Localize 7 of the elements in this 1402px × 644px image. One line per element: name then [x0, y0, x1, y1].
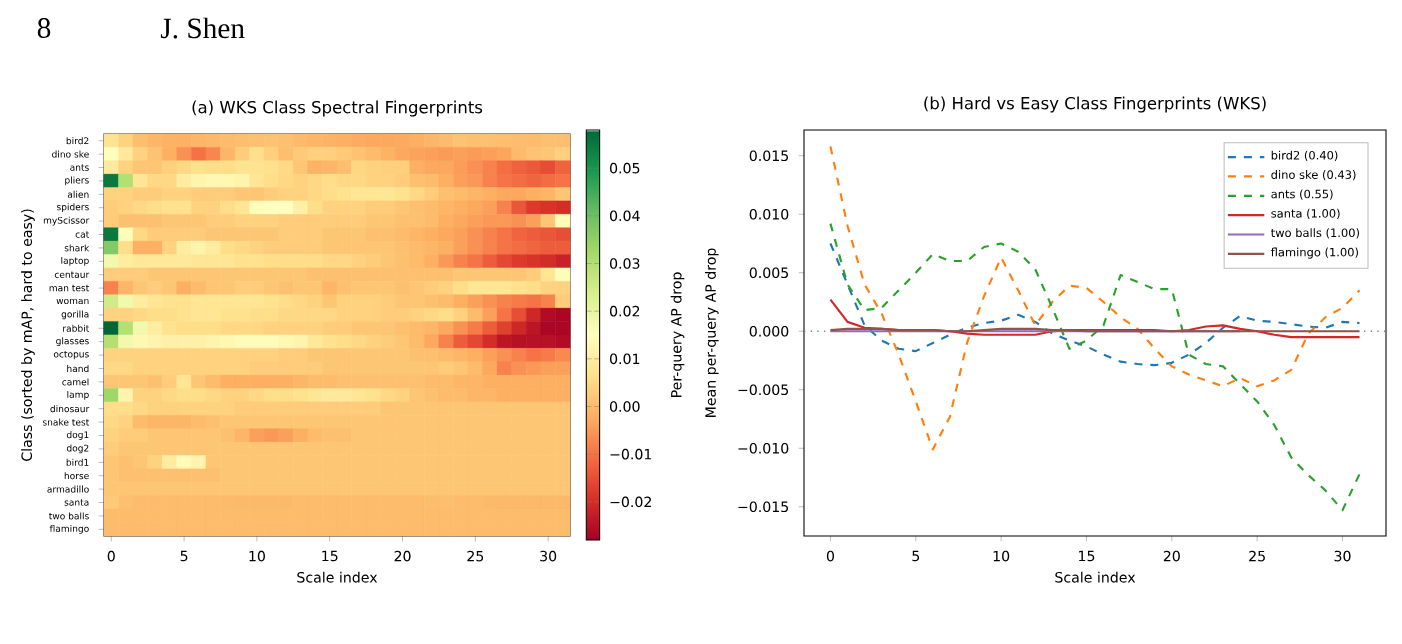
line-series — [829, 145, 1361, 451]
line-series — [829, 222, 1361, 512]
line-series — [829, 242, 1361, 367]
chart-title: (b) Hard vs Easy Class Fingerprints (WKS) — [924, 96, 1266, 113]
chart-title: (a) WKS Class Spectral Fingerprints — [192, 100, 483, 117]
text: 8 — [37, 18, 51, 38]
text: J. Shen — [160, 17, 245, 39]
